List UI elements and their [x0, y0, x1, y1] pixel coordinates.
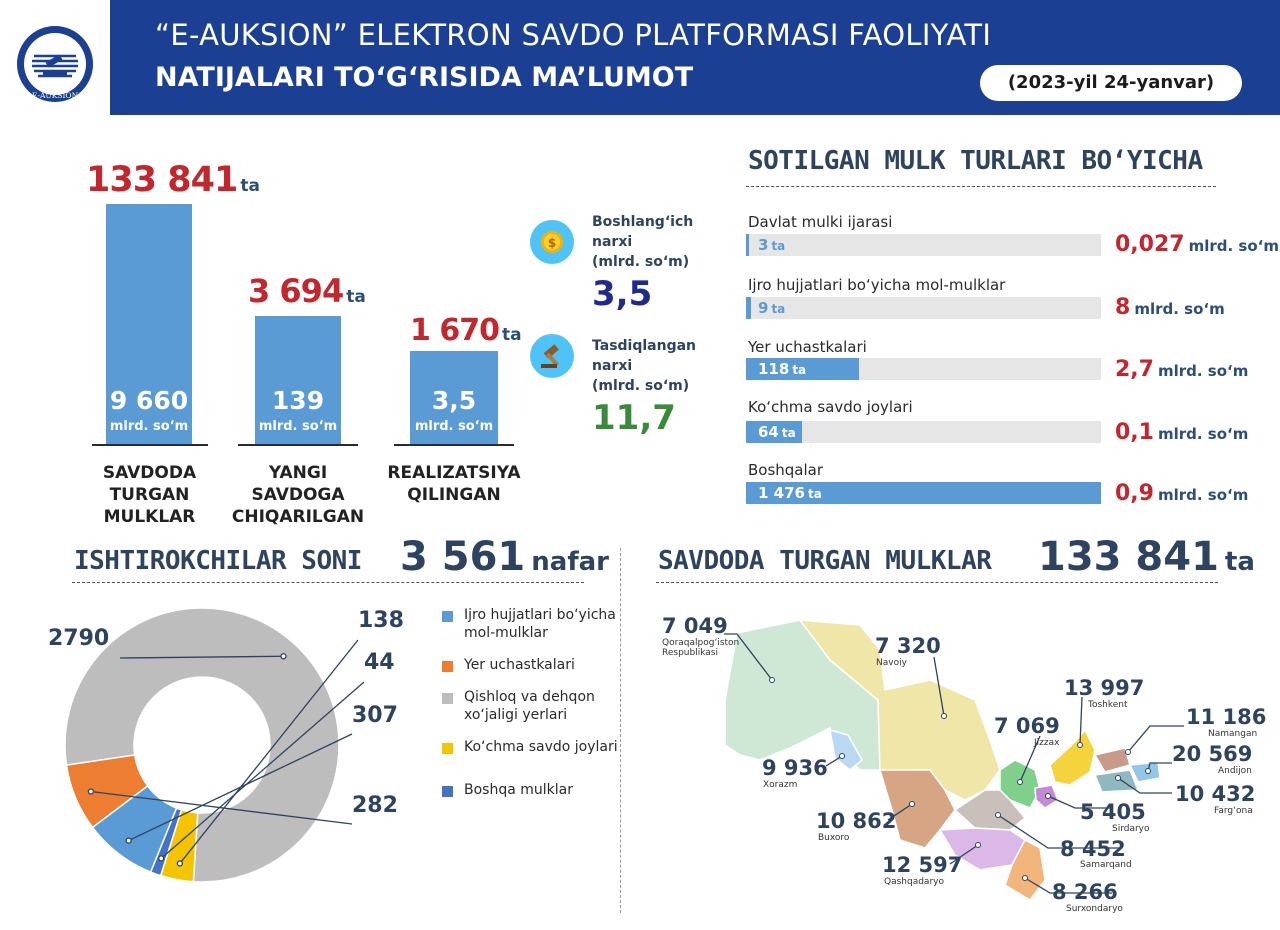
property-bar-track: 1 476 ta	[746, 482, 1101, 504]
property-bar-track: 3 ta	[746, 234, 1101, 256]
bar-count-2: 3 694 ta	[248, 272, 366, 310]
slice-leader-dot	[280, 653, 287, 660]
legend-swatch	[442, 743, 453, 754]
bar-amount-1: 9 660 mlrd. so‘m	[109, 386, 189, 434]
svg-text:$: $	[548, 236, 556, 250]
slice-label-138: 138	[358, 608, 404, 633]
slice-leader-line	[119, 655, 284, 659]
slice-leader-dot	[87, 788, 94, 795]
slice-label-307: 307	[352, 703, 398, 728]
slice-leader-line	[90, 790, 353, 825]
legend-item: Ijro hujjatlari bo‘yicha mol-mulklar	[442, 606, 624, 642]
legend-swatch	[442, 611, 453, 622]
bar-2	[255, 316, 341, 445]
property-count: 1 476 ta	[758, 484, 822, 502]
property-count: 118 ta	[758, 360, 807, 378]
approved-price-caption: Tasdiqlangan narxi (mlrd. so‘m)	[592, 338, 697, 394]
property-amount: 0,027 mlrd. so‘m	[1115, 232, 1279, 257]
slice-leader-line	[128, 733, 353, 842]
title-line-1: “E-AUKSION” ELEKTRON SAVDO PLATFORMASI F…	[155, 18, 992, 52]
logo-area: E-AUKSION	[0, 0, 110, 115]
baseline-3	[394, 444, 514, 446]
slice-label-44: 44	[364, 650, 395, 675]
region-xorazm	[829, 728, 863, 771]
slice-leader-dot	[125, 837, 132, 844]
participants-divider	[72, 582, 584, 583]
property-types-divider	[746, 186, 1216, 187]
map-title: SAVDODA TURGAN MULKLAR	[658, 546, 992, 576]
start-price-value: 3,5	[592, 274, 653, 314]
property-bar-fill	[746, 358, 859, 380]
property-types-title: SOTILGAN MULK TURLARI BO‘YICHA	[748, 146, 1203, 176]
map-total: 133 841 ta	[1038, 534, 1255, 580]
start-price-caption: Boshlang‘ich narxi (mlrd. so‘m)	[592, 214, 694, 270]
property-count: 9 ta	[758, 299, 786, 317]
coin-icon: $	[530, 220, 574, 264]
bar-label-2: YANGI SAVDOGA CHIQARILGAN	[231, 463, 365, 527]
property-count: 64 ta	[758, 423, 796, 441]
region-fargona	[1093, 769, 1140, 793]
slice-label-2790: 2790	[48, 626, 110, 651]
slice-leader-line	[160, 681, 365, 859]
property-bar-fill	[746, 297, 751, 319]
slice-label-282: 282	[352, 793, 398, 818]
bar-count-1: 133 841 ta	[86, 160, 260, 200]
legend-swatch	[442, 661, 453, 672]
property-bar-fill	[746, 234, 749, 256]
property-amount: 0,1 mlrd. so‘m	[1115, 420, 1249, 445]
legend-swatch	[442, 693, 453, 704]
section-divider	[620, 548, 621, 913]
property-label: Davlat mulki ijarasi	[748, 213, 893, 231]
logo-text: E-AUKSION	[32, 91, 79, 100]
property-count: 3 ta	[758, 236, 786, 254]
legend-item: Boshqa mulklar	[442, 781, 624, 799]
property-bar-track: 9 ta	[746, 297, 1101, 319]
approved-price-value: 11,7	[592, 398, 676, 438]
region-andijon	[1128, 761, 1161, 783]
bar-1	[106, 204, 192, 445]
baseline-1	[92, 444, 208, 446]
property-amount: 2,7 mlrd. so‘m	[1115, 357, 1249, 382]
region-toshkent	[1049, 728, 1096, 786]
property-label: Ko‘chma savdo joylari	[748, 398, 913, 416]
legend-item: Yer uchastkalari	[442, 656, 624, 674]
header-banner: E-AUKSION “E-AUKSION” ELEKTRON SAVDO PLA…	[0, 0, 1280, 115]
property-bar-track: 118 ta	[746, 358, 1101, 380]
e-auksion-logo: E-AUKSION	[17, 26, 93, 102]
property-bar-fill	[746, 421, 802, 443]
property-bar-track: 64 ta	[746, 421, 1101, 443]
bar-amount-2: 139 mlrd. so‘m	[258, 386, 338, 434]
slice-leader-dot	[158, 855, 165, 862]
legend-item: Qishloq va dehqon xo‘jaligi yerlari	[442, 688, 624, 724]
gavel-icon	[530, 334, 574, 378]
baseline-2	[238, 444, 358, 446]
participants-total: 3 561 nafar	[400, 534, 609, 580]
property-label: Boshqalar	[748, 461, 824, 479]
legend-item: Ko‘chma savdo joylari	[442, 738, 624, 756]
property-label: Ijro hujjatlari bo‘yicha mol-mulklar	[748, 276, 1006, 294]
bar-label-1: SAVDODA TURGAN MULKLAR	[102, 463, 197, 527]
property-amount: 8 mlrd. so‘m	[1115, 295, 1225, 320]
bar-amount-3: 3,5 mlrd. so‘m	[414, 386, 494, 434]
property-amount: 0,9 mlrd. so‘m	[1115, 481, 1249, 506]
legend-swatch	[442, 786, 453, 797]
title-line-2: NATIJALARI TO‘G‘RISIDA MA’LUMOT	[155, 62, 694, 93]
property-bar-fill	[746, 482, 1101, 504]
participants-donut-chart	[64, 607, 365, 883]
map-divider	[656, 582, 1218, 583]
participants-title: ISHTIROKCHILAR SONI	[74, 546, 362, 576]
region-surxondaryo	[1004, 838, 1046, 901]
donut-slice	[65, 754, 149, 829]
bar-3	[410, 351, 498, 445]
slice-leader-line	[179, 639, 359, 864]
slice-leader-dot	[176, 860, 184, 867]
region-namangan	[1093, 747, 1131, 773]
bar-count-3: 1 670 ta	[410, 313, 522, 348]
bar-label-3: REALIZATSIYA QILINGAN	[387, 463, 521, 505]
date-badge: (2023-yil 24-yanvar)	[980, 65, 1242, 101]
property-label: Yer uchastkalari	[748, 338, 867, 356]
